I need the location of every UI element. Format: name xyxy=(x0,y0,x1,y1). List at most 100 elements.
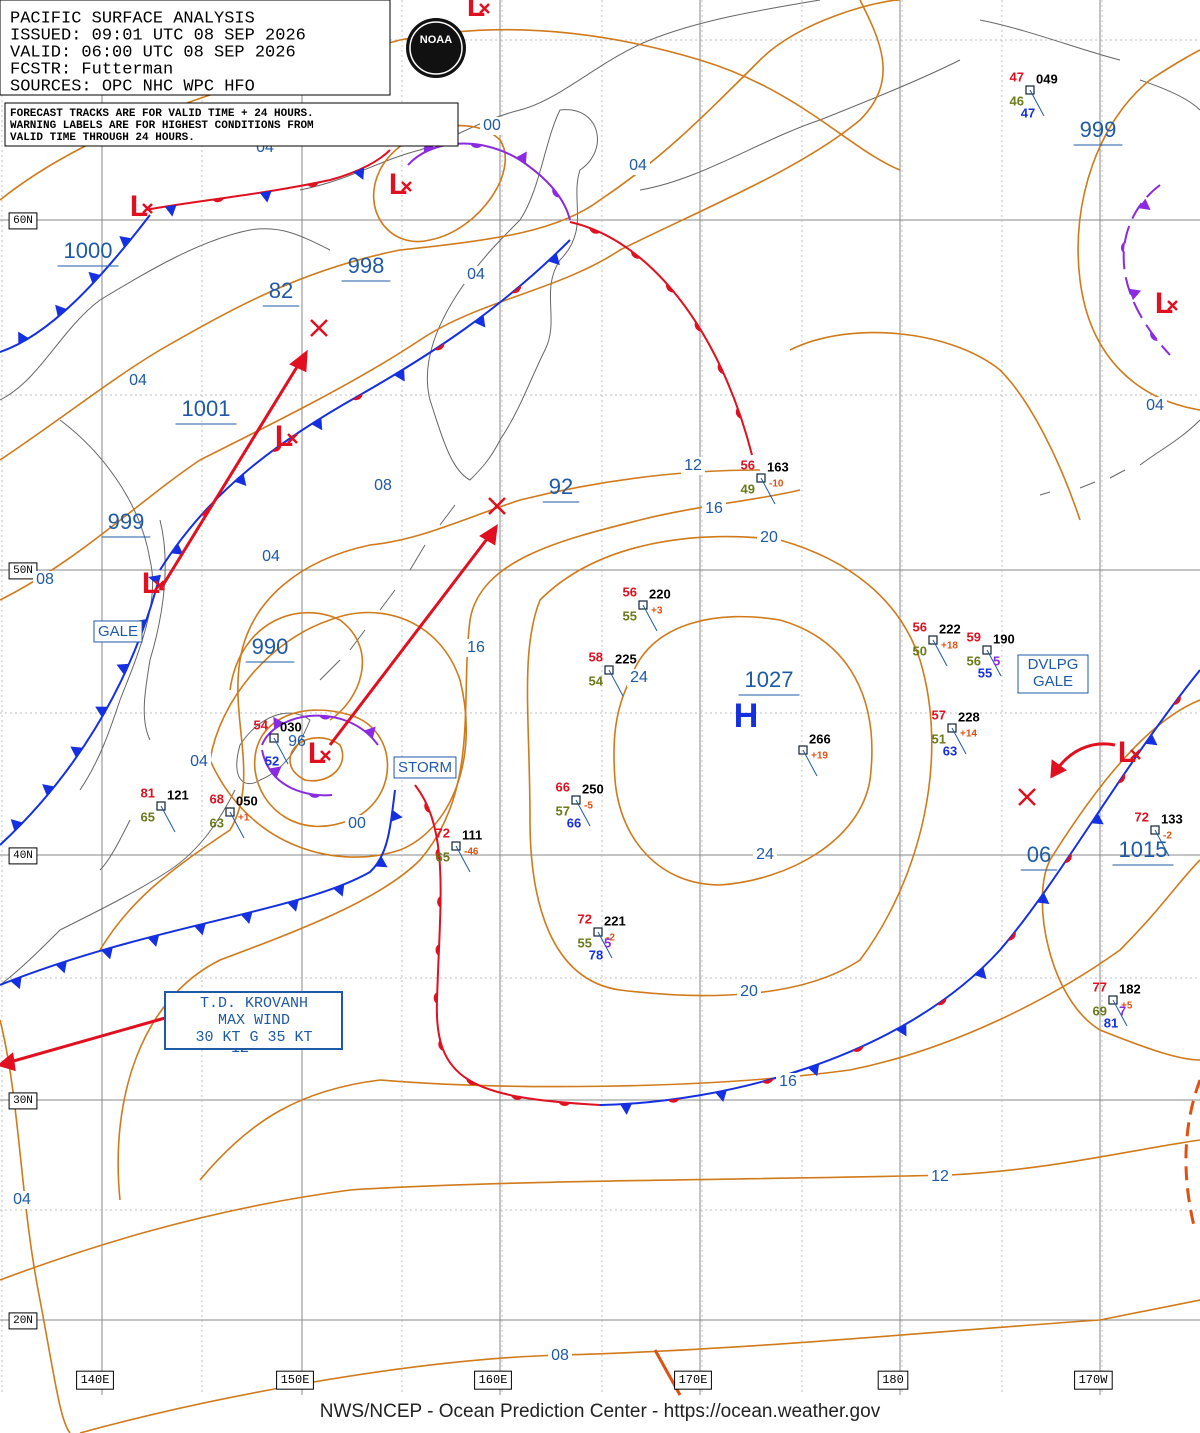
isobar-label-bg xyxy=(10,1191,34,1209)
logo xyxy=(406,18,466,78)
station-pressure: 221 xyxy=(604,913,626,928)
station-temp: 66 xyxy=(556,779,570,794)
front-semicircle xyxy=(936,997,947,1006)
front-triangle xyxy=(619,1103,632,1115)
low-x xyxy=(287,433,298,444)
isobar-label: 04 xyxy=(467,266,485,283)
station-pressure: 050 xyxy=(236,793,258,808)
station-wave: 63 xyxy=(943,743,957,758)
station-tendency: +19 xyxy=(811,751,828,762)
station-temp: 58 xyxy=(589,649,603,664)
front-triangle xyxy=(95,706,108,718)
front-triangle xyxy=(1128,288,1142,301)
front-semicircle xyxy=(434,342,445,351)
station-wave: 47 xyxy=(1021,105,1035,120)
front-triangle xyxy=(234,473,247,486)
isobar xyxy=(0,0,901,461)
isobar xyxy=(79,1299,1200,1433)
pressure-label: 1000 xyxy=(64,238,113,263)
station-symbol xyxy=(1150,825,1160,835)
note-line: VALID TIME THROUGH 24 HOURS. xyxy=(10,132,195,144)
occluded-front xyxy=(261,749,333,797)
front-triangle xyxy=(473,315,486,328)
front-semicircle xyxy=(589,227,601,234)
forecast-tracks xyxy=(0,319,1116,1072)
isobar-label: 08 xyxy=(374,477,392,494)
latitude-label: 50N xyxy=(13,565,33,577)
station-pressure: 163 xyxy=(767,459,789,474)
isobar-label-bg xyxy=(1143,397,1167,415)
station-symbol xyxy=(1108,995,1118,1005)
wind-barb xyxy=(1112,999,1128,1027)
longitude-label-box xyxy=(877,1370,909,1390)
front-semicircle xyxy=(1173,695,1181,705)
isobar-label: 16 xyxy=(779,1073,797,1090)
station-dewpoint: 46 xyxy=(1010,93,1024,108)
station-pressure: 228 xyxy=(958,709,980,724)
logo-text: NOAA xyxy=(420,34,452,46)
stationary-front xyxy=(144,149,391,211)
station-temp: 59 xyxy=(967,629,981,644)
note-line: FORECAST TRACKS ARE FOR VALID TIME + 24 … xyxy=(10,108,314,120)
front-semicircle xyxy=(424,801,431,813)
station-temp: 68 xyxy=(210,791,224,806)
isobar-label: 16 xyxy=(705,500,723,517)
station-symbol xyxy=(982,645,992,655)
low-center: L xyxy=(1118,736,1136,769)
notes-box xyxy=(4,102,459,147)
low-x xyxy=(1167,300,1178,311)
longitude-label-box xyxy=(276,1370,314,1390)
front-triangle xyxy=(42,784,55,796)
isobar-label: 24 xyxy=(756,846,774,863)
low-center: L xyxy=(275,420,293,453)
front-triangle xyxy=(895,1023,907,1037)
fronts xyxy=(0,140,1200,1115)
isobar xyxy=(789,331,1081,521)
high-center: H xyxy=(734,697,759,735)
cold-front xyxy=(0,574,161,846)
station-pressure: 190 xyxy=(993,631,1015,646)
station-temp: 72 xyxy=(578,911,592,926)
station-temp: 56 xyxy=(741,457,755,472)
track-arrow xyxy=(158,361,302,591)
isobar-label-bg xyxy=(187,753,211,771)
front-triangle xyxy=(164,204,177,217)
track-arrow xyxy=(328,534,492,746)
station-symbol xyxy=(604,665,614,675)
isobar-label-bg xyxy=(776,1073,800,1091)
station-dewpoint: 57 xyxy=(556,803,570,818)
hokkaido xyxy=(236,712,311,785)
front-triangle xyxy=(18,331,29,345)
front-triangle xyxy=(116,663,130,675)
header-box xyxy=(0,0,391,96)
station-tendency: -46 xyxy=(464,847,479,858)
station-temp: 57 xyxy=(932,707,946,722)
low-x xyxy=(479,3,490,14)
longitude-label-box xyxy=(76,1370,114,1390)
station-dewpoint: 63 xyxy=(210,815,224,830)
advisory-text: 30 KT G 35 KT xyxy=(195,1029,312,1046)
low-x xyxy=(401,181,412,192)
longitude-label: 170E xyxy=(679,1373,708,1387)
station-temp: 54 xyxy=(254,717,269,732)
front-triangle xyxy=(311,417,323,431)
header-line: ISSUED: 09:01 UTC 08 SEP 2026 xyxy=(10,26,306,45)
arrowhead xyxy=(479,524,498,546)
front-semicircle xyxy=(308,793,321,798)
wind-barb xyxy=(760,477,776,505)
wind-barb xyxy=(1154,829,1170,857)
low-center: L xyxy=(130,190,148,223)
low-x xyxy=(142,203,153,214)
isobar-label: 20 xyxy=(740,983,758,1000)
latitude-label: 60N xyxy=(13,215,33,227)
front-semicircle xyxy=(852,1045,864,1052)
station-symbol xyxy=(593,927,603,937)
station-symbol xyxy=(451,841,461,851)
forecast-x xyxy=(310,319,328,337)
station-temp: 81 xyxy=(141,785,155,800)
isobar-label-bg xyxy=(548,1347,572,1365)
station-dewpoint: 50 xyxy=(913,643,927,658)
front-semicircle xyxy=(552,187,560,198)
front-semicircle xyxy=(1120,241,1126,254)
front-semicircle xyxy=(667,1098,680,1103)
